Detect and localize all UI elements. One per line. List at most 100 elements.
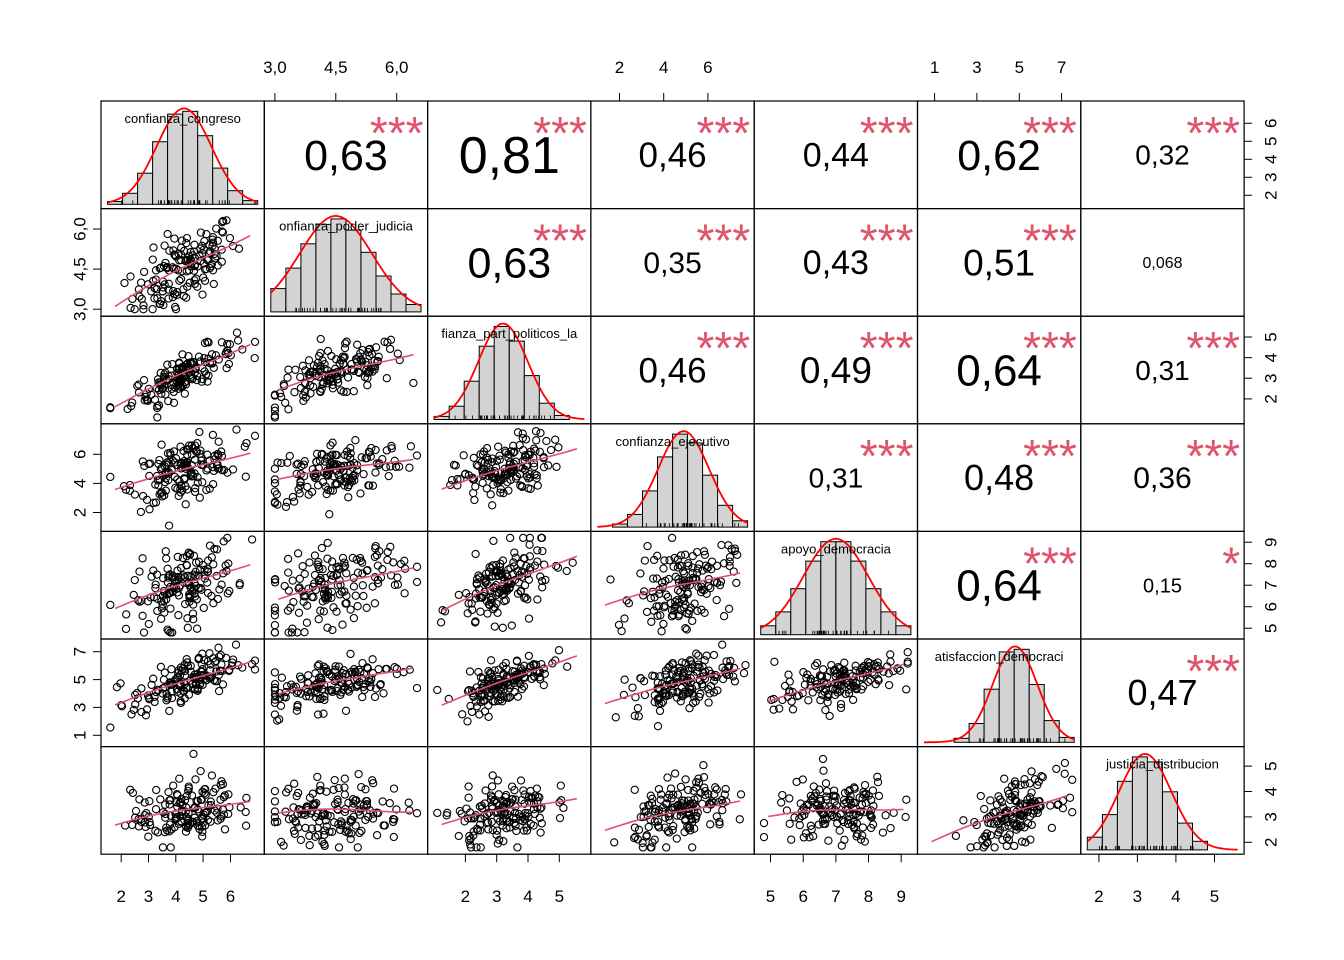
scatter-point (493, 479, 502, 488)
smooth-line (604, 667, 741, 705)
scatter-point (525, 533, 535, 543)
scatter-point (458, 710, 467, 719)
scatter-point (886, 823, 895, 833)
scatter-point (490, 795, 499, 805)
x-tick-label: 7 (831, 887, 840, 906)
scatter-point (323, 379, 332, 388)
histogram-bar (227, 190, 244, 205)
scatter-point (481, 578, 490, 587)
scatter-point (270, 668, 280, 677)
scatter-point (785, 677, 794, 686)
scatter-point (777, 798, 786, 807)
y-tick-label: 3 (1262, 812, 1281, 821)
scatter-point (209, 599, 218, 608)
scatter-point (183, 623, 192, 632)
scatter-panel-5-2 (433, 646, 578, 726)
correlation-value: 0,63 (467, 240, 551, 288)
scatter-point (361, 815, 370, 825)
scatter-point (532, 473, 541, 483)
scatter-point (283, 458, 292, 467)
scatter-point (323, 623, 332, 632)
scatter-point (218, 218, 227, 227)
scatter-point (517, 795, 526, 805)
scatter-point (660, 556, 669, 565)
scatter-point (386, 542, 395, 551)
scatter-point (640, 556, 650, 565)
x-tick-label: 9 (896, 887, 905, 906)
scatter-point (837, 668, 847, 677)
scatter-point (188, 587, 197, 596)
scatter-point (1000, 822, 1009, 832)
scatter-panel-3-0 (106, 425, 260, 530)
scatter-point (306, 688, 315, 697)
scatter-point (277, 673, 287, 682)
scatter-point (736, 790, 746, 799)
scatter-point (358, 581, 367, 590)
scatter-point (357, 782, 366, 792)
scatter-point (806, 821, 815, 830)
scatter-point (506, 564, 515, 573)
scatter-point (151, 805, 161, 814)
scatter-point (357, 826, 366, 836)
scatter-point (631, 832, 640, 841)
scatter-point (162, 554, 171, 563)
scatter-point (304, 356, 314, 365)
scatter-point (300, 569, 309, 579)
scatter-point (661, 670, 670, 679)
scatter-point (183, 359, 192, 368)
scatter-point (165, 820, 175, 829)
scatter-point (301, 823, 310, 833)
scatter-point (505, 533, 515, 543)
scatter-point (174, 491, 183, 501)
scatter-point (209, 788, 218, 797)
scatter-point (191, 274, 201, 283)
scatter-point (697, 680, 707, 689)
scatter-point (364, 677, 373, 686)
scatter-point (517, 684, 527, 694)
scatter-point (685, 688, 694, 698)
scatter-point (214, 686, 224, 696)
scatter-point (294, 485, 303, 494)
x-tick-label: 3,0 (263, 58, 287, 77)
scatter-point (499, 797, 509, 807)
scatter-point (149, 566, 158, 575)
scatter-point (217, 580, 226, 589)
scatter-point (725, 552, 735, 562)
scatter-point (364, 345, 373, 354)
scatter-point (228, 465, 238, 474)
scatter-point (139, 376, 149, 385)
scatter-point (670, 602, 679, 611)
y-tick-label: 5 (1262, 761, 1281, 770)
scatter-point (495, 474, 505, 483)
scatter-point (806, 791, 816, 801)
scatter-point (884, 669, 893, 678)
scatter-point (391, 462, 401, 472)
y-tick-label: 4 (1262, 787, 1281, 796)
scatter-point (224, 809, 233, 819)
scatter-point (845, 786, 854, 795)
scatter-point (701, 667, 710, 676)
scatter-point (218, 228, 228, 237)
correlation-panel-0-4: 0,44*** (803, 107, 914, 175)
scatter-panel-5-1 (270, 649, 422, 725)
scatter-point (433, 808, 442, 818)
diagonal-panel-2: fianza_part_politicos_la (433, 322, 585, 421)
scatter-point (199, 245, 209, 254)
scatter-point (171, 814, 180, 824)
scatter-point (138, 611, 147, 620)
scatter-point (334, 470, 343, 480)
scatter-point (997, 798, 1007, 807)
scatter-point (312, 682, 321, 691)
scatter-point (181, 821, 190, 831)
scatter-point (787, 835, 796, 844)
y-tick-label: 7 (70, 647, 89, 656)
scatter-point (198, 827, 207, 836)
scatter-point (127, 710, 136, 719)
scatter-point (669, 821, 678, 831)
scatter-point (704, 698, 713, 707)
scatter-point (192, 624, 202, 633)
scatter-point (378, 797, 387, 806)
scatter-point (392, 664, 402, 673)
scatter-point (117, 700, 126, 710)
scatter-point (197, 456, 206, 465)
